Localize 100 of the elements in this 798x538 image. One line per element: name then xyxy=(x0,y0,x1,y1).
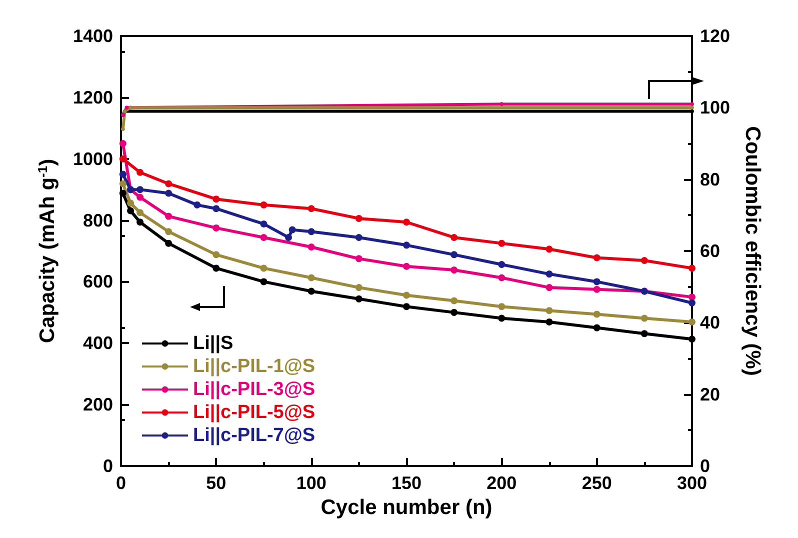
point xyxy=(119,190,126,197)
point xyxy=(640,257,648,264)
legend-label: Li||c-PIL-5@S xyxy=(193,402,316,423)
point xyxy=(119,155,126,162)
point xyxy=(355,284,362,292)
point xyxy=(593,278,600,286)
x-tick-label: 300 xyxy=(676,473,708,493)
point xyxy=(688,336,696,343)
x-axis-title: Cycle number (n) xyxy=(320,496,492,519)
point xyxy=(450,234,458,241)
y-tick-label: 200 xyxy=(82,394,113,415)
y-axis-title: Capacity (mAh g-1) xyxy=(35,158,59,344)
y2-axis-title: Coulombic efficiency (%) xyxy=(741,126,764,376)
point xyxy=(546,318,553,326)
y2-tick-label: 0 xyxy=(700,456,710,476)
point xyxy=(688,294,696,301)
point xyxy=(403,292,410,299)
point xyxy=(403,218,410,226)
point xyxy=(212,251,220,258)
point xyxy=(403,262,410,270)
point xyxy=(119,180,126,188)
point xyxy=(688,264,696,272)
point xyxy=(136,194,144,201)
point xyxy=(136,209,144,216)
point xyxy=(690,102,694,106)
point xyxy=(165,212,172,220)
y-tick-label: 1000 xyxy=(72,148,113,169)
point xyxy=(136,168,144,176)
point xyxy=(498,274,506,282)
point xyxy=(308,244,315,251)
point xyxy=(498,314,506,322)
point xyxy=(498,303,506,310)
legend-label: Li||c-PIL-3@S xyxy=(193,379,316,400)
point xyxy=(260,201,268,208)
point xyxy=(500,102,504,106)
point xyxy=(450,297,458,304)
point xyxy=(498,240,506,247)
point xyxy=(546,307,553,314)
x-tick-label: 250 xyxy=(582,473,612,493)
point xyxy=(690,106,694,110)
point xyxy=(593,324,600,332)
point xyxy=(212,196,220,203)
y-tick-label: 800 xyxy=(82,210,113,230)
point xyxy=(688,318,696,326)
point xyxy=(355,295,362,302)
x-tick-label: 200 xyxy=(486,473,517,493)
point xyxy=(355,234,362,241)
point xyxy=(119,170,126,178)
y2-tick-label: 80 xyxy=(700,169,720,190)
y2-tick-label: 100 xyxy=(700,98,730,118)
legend-label: Li||c-PIL-1@S xyxy=(193,356,316,377)
point xyxy=(308,288,315,295)
point xyxy=(288,226,296,234)
point xyxy=(593,286,600,293)
point xyxy=(593,254,600,262)
point xyxy=(285,234,292,241)
legend-label: Li||c-PIL-7@S xyxy=(193,425,316,446)
point xyxy=(260,220,268,228)
point xyxy=(355,255,362,262)
y-tick-label: 1200 xyxy=(72,87,113,108)
y-tick-label: 0 xyxy=(102,456,113,476)
x-tick-label: 50 xyxy=(206,473,226,493)
x-tick-label: 0 xyxy=(116,473,126,493)
y-tick-label: 400 xyxy=(82,333,113,354)
point xyxy=(165,228,172,236)
x-tick-label: 150 xyxy=(391,473,422,493)
point xyxy=(260,278,268,286)
point xyxy=(124,106,129,110)
point xyxy=(260,264,268,272)
point xyxy=(212,264,220,272)
point xyxy=(165,240,172,247)
point xyxy=(194,201,201,208)
point xyxy=(450,266,458,274)
y2-tick-label: 60 xyxy=(700,241,720,261)
point xyxy=(450,308,458,316)
point xyxy=(403,303,410,310)
point xyxy=(355,214,362,222)
point xyxy=(260,234,268,241)
point xyxy=(403,242,410,249)
point xyxy=(640,314,648,322)
point xyxy=(165,180,172,188)
point xyxy=(308,205,315,212)
point xyxy=(546,246,553,253)
point xyxy=(308,274,315,282)
point xyxy=(546,270,553,278)
point xyxy=(136,218,144,226)
point xyxy=(127,207,134,214)
y-tick-label: 600 xyxy=(82,272,113,292)
point xyxy=(120,127,125,132)
y-tick-label: 1400 xyxy=(72,26,113,46)
x-tick-label: 100 xyxy=(296,473,326,493)
legend-label: Li||S xyxy=(193,333,234,354)
point xyxy=(127,200,134,207)
y2-tick-label: 40 xyxy=(700,312,720,333)
point xyxy=(546,284,553,292)
point xyxy=(212,224,220,232)
point xyxy=(450,251,458,258)
point xyxy=(136,186,144,194)
point xyxy=(498,261,506,268)
point xyxy=(640,330,648,338)
